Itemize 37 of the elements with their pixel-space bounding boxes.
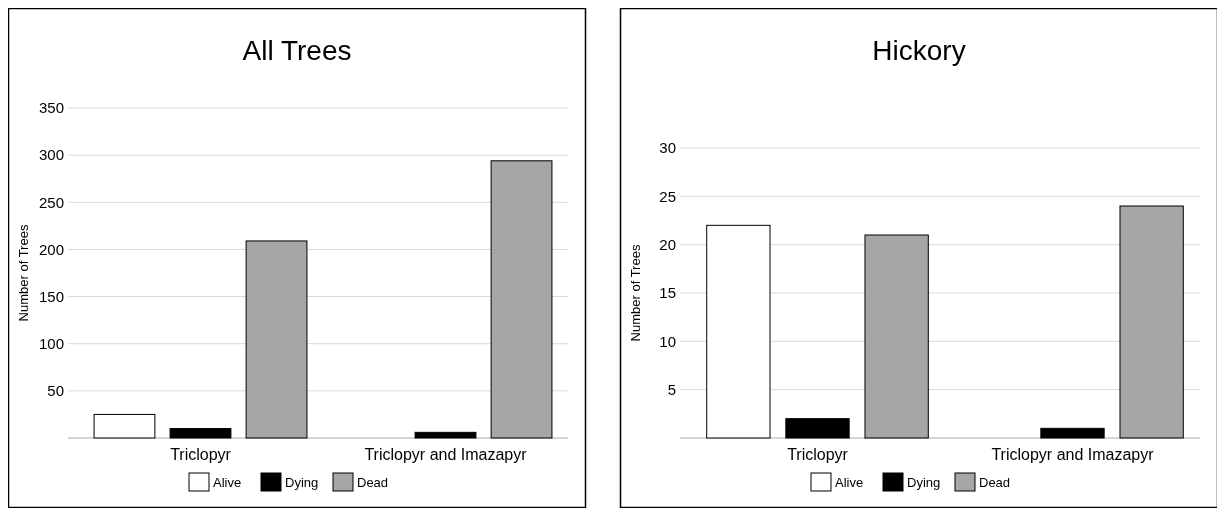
bar bbox=[1040, 427, 1105, 439]
bar bbox=[245, 240, 308, 439]
y-axis-title: Number of Trees bbox=[628, 244, 643, 342]
x-tick-label: Triclopyr bbox=[787, 446, 849, 463]
legend-label: Alive bbox=[213, 474, 242, 490]
y-tick-label: 50 bbox=[47, 382, 64, 400]
y-tick-label: 350 bbox=[38, 99, 64, 117]
legend-label: Alive bbox=[835, 474, 864, 490]
y-tick-label: 25 bbox=[659, 187, 676, 205]
chart-title: All Trees bbox=[242, 35, 352, 66]
y-tick-label: 15 bbox=[659, 284, 676, 302]
x-tick-label: Triclopyr and Imazapyr bbox=[364, 446, 528, 463]
x-tick-label: Triclopyr bbox=[170, 446, 232, 463]
bar bbox=[490, 160, 553, 439]
y-tick-label: 10 bbox=[659, 332, 676, 350]
y-tick-label: 300 bbox=[38, 146, 64, 164]
chart-title: Hickory bbox=[872, 35, 966, 66]
y-tick-label: 100 bbox=[38, 334, 64, 352]
y-axis-title: Number of Trees bbox=[16, 224, 31, 322]
legend-label: Dying bbox=[907, 474, 941, 490]
legend-label: Dying bbox=[285, 474, 319, 490]
y-tick-label: 200 bbox=[38, 240, 64, 258]
bar bbox=[864, 234, 929, 439]
bar bbox=[93, 413, 156, 439]
y-tick-label: 150 bbox=[38, 287, 64, 305]
bar bbox=[169, 428, 232, 439]
legend-label: Dead bbox=[357, 474, 389, 490]
y-tick-label: 250 bbox=[38, 193, 64, 211]
bar bbox=[785, 418, 850, 439]
y-tick-label: 30 bbox=[659, 139, 676, 157]
legend-label: Dead bbox=[979, 474, 1011, 490]
bar bbox=[414, 431, 477, 439]
bar bbox=[1119, 205, 1184, 439]
y-tick-label: 5 bbox=[667, 380, 676, 398]
x-tick-label: Triclopyr and Imazapyr bbox=[991, 446, 1155, 463]
bar bbox=[706, 224, 771, 439]
y-tick-label: 20 bbox=[659, 235, 676, 253]
